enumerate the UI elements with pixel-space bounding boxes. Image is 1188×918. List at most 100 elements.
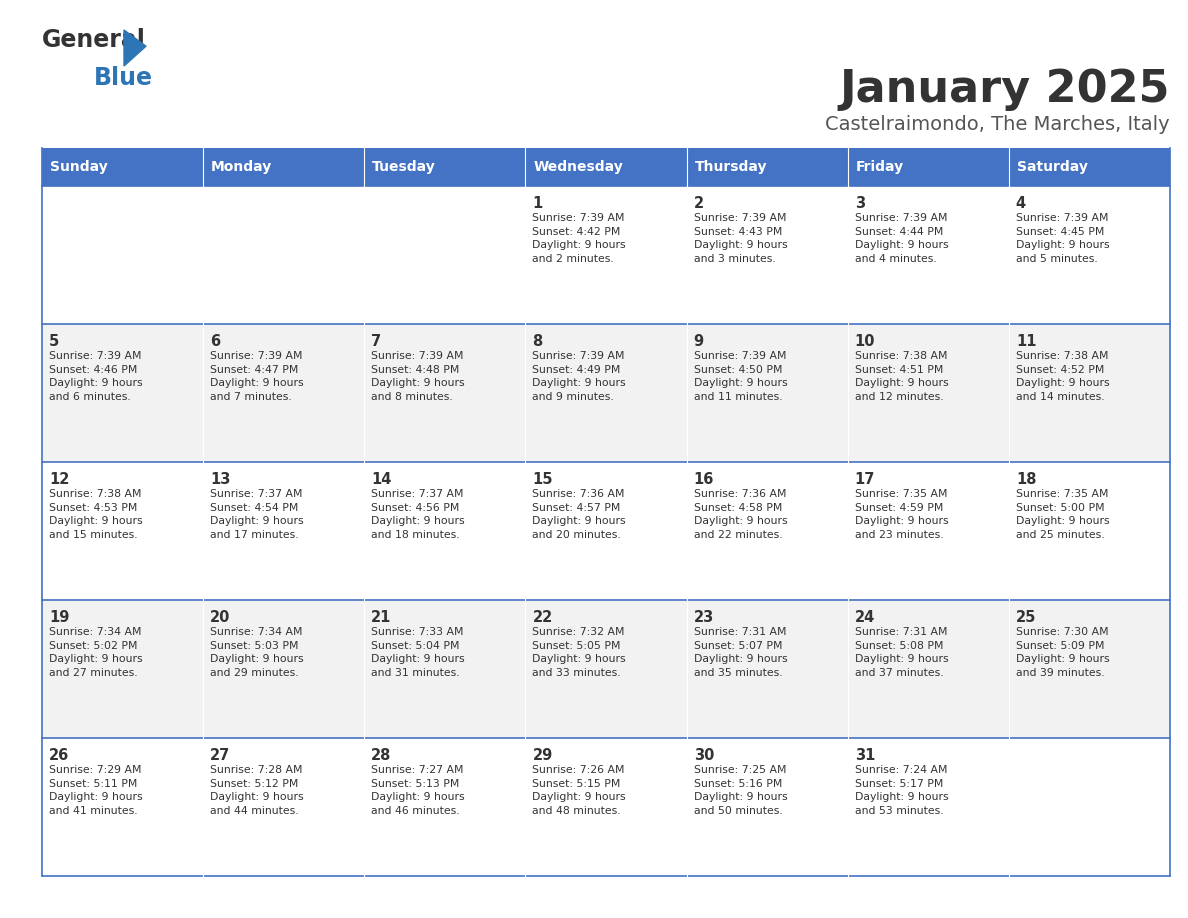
Text: 3: 3 bbox=[854, 196, 865, 211]
Bar bbox=[848, 462, 1009, 600]
Bar bbox=[525, 186, 687, 324]
Text: 15: 15 bbox=[532, 472, 552, 487]
Bar bbox=[687, 462, 848, 600]
Text: Sunrise: 7:36 AM
Sunset: 4:58 PM
Daylight: 9 hours
and 22 minutes.: Sunrise: 7:36 AM Sunset: 4:58 PM Dayligh… bbox=[694, 489, 788, 540]
Text: 17: 17 bbox=[854, 472, 876, 487]
Text: 1: 1 bbox=[532, 196, 543, 211]
Text: General: General bbox=[42, 28, 146, 52]
Text: Sunrise: 7:39 AM
Sunset: 4:42 PM
Daylight: 9 hours
and 2 minutes.: Sunrise: 7:39 AM Sunset: 4:42 PM Dayligh… bbox=[532, 213, 626, 263]
Bar bbox=[42, 462, 203, 600]
Text: Sunrise: 7:38 AM
Sunset: 4:53 PM
Daylight: 9 hours
and 15 minutes.: Sunrise: 7:38 AM Sunset: 4:53 PM Dayligh… bbox=[49, 489, 143, 540]
Bar bbox=[42, 600, 203, 738]
Text: Sunrise: 7:35 AM
Sunset: 5:00 PM
Daylight: 9 hours
and 25 minutes.: Sunrise: 7:35 AM Sunset: 5:00 PM Dayligh… bbox=[1016, 489, 1110, 540]
Bar bbox=[1009, 600, 1170, 738]
Text: 24: 24 bbox=[854, 610, 876, 625]
Bar bbox=[42, 148, 1170, 186]
Text: Sunrise: 7:39 AM
Sunset: 4:44 PM
Daylight: 9 hours
and 4 minutes.: Sunrise: 7:39 AM Sunset: 4:44 PM Dayligh… bbox=[854, 213, 948, 263]
Bar bbox=[42, 738, 203, 876]
Text: 23: 23 bbox=[694, 610, 714, 625]
Bar bbox=[1009, 324, 1170, 462]
Text: Tuesday: Tuesday bbox=[372, 160, 436, 174]
Text: Saturday: Saturday bbox=[1017, 160, 1088, 174]
Text: 6: 6 bbox=[210, 334, 220, 349]
Text: Sunrise: 7:36 AM
Sunset: 4:57 PM
Daylight: 9 hours
and 20 minutes.: Sunrise: 7:36 AM Sunset: 4:57 PM Dayligh… bbox=[532, 489, 626, 540]
Bar bbox=[525, 738, 687, 876]
Bar bbox=[365, 600, 525, 738]
Bar bbox=[848, 186, 1009, 324]
Text: Castelraimondo, The Marches, Italy: Castelraimondo, The Marches, Italy bbox=[826, 115, 1170, 134]
Text: Sunrise: 7:39 AM
Sunset: 4:49 PM
Daylight: 9 hours
and 9 minutes.: Sunrise: 7:39 AM Sunset: 4:49 PM Dayligh… bbox=[532, 351, 626, 402]
Text: Monday: Monday bbox=[211, 160, 272, 174]
Text: 4: 4 bbox=[1016, 196, 1026, 211]
Text: 30: 30 bbox=[694, 748, 714, 763]
Text: Sunrise: 7:29 AM
Sunset: 5:11 PM
Daylight: 9 hours
and 41 minutes.: Sunrise: 7:29 AM Sunset: 5:11 PM Dayligh… bbox=[49, 765, 143, 816]
Bar bbox=[848, 738, 1009, 876]
Text: 7: 7 bbox=[372, 334, 381, 349]
Text: 29: 29 bbox=[532, 748, 552, 763]
Bar bbox=[42, 324, 203, 462]
Text: Sunrise: 7:39 AM
Sunset: 4:45 PM
Daylight: 9 hours
and 5 minutes.: Sunrise: 7:39 AM Sunset: 4:45 PM Dayligh… bbox=[1016, 213, 1110, 263]
Text: Sunrise: 7:28 AM
Sunset: 5:12 PM
Daylight: 9 hours
and 44 minutes.: Sunrise: 7:28 AM Sunset: 5:12 PM Dayligh… bbox=[210, 765, 304, 816]
Polygon shape bbox=[124, 30, 146, 66]
Text: Blue: Blue bbox=[94, 66, 153, 90]
Text: Sunrise: 7:32 AM
Sunset: 5:05 PM
Daylight: 9 hours
and 33 minutes.: Sunrise: 7:32 AM Sunset: 5:05 PM Dayligh… bbox=[532, 627, 626, 677]
Text: Sunrise: 7:39 AM
Sunset: 4:47 PM
Daylight: 9 hours
and 7 minutes.: Sunrise: 7:39 AM Sunset: 4:47 PM Dayligh… bbox=[210, 351, 304, 402]
Bar bbox=[365, 462, 525, 600]
Bar bbox=[203, 738, 365, 876]
Text: Sunrise: 7:33 AM
Sunset: 5:04 PM
Daylight: 9 hours
and 31 minutes.: Sunrise: 7:33 AM Sunset: 5:04 PM Dayligh… bbox=[372, 627, 465, 677]
Bar bbox=[203, 462, 365, 600]
Bar bbox=[525, 324, 687, 462]
Text: 10: 10 bbox=[854, 334, 876, 349]
Bar bbox=[365, 324, 525, 462]
Text: Sunrise: 7:34 AM
Sunset: 5:03 PM
Daylight: 9 hours
and 29 minutes.: Sunrise: 7:34 AM Sunset: 5:03 PM Dayligh… bbox=[210, 627, 304, 677]
Bar bbox=[848, 600, 1009, 738]
Text: 20: 20 bbox=[210, 610, 230, 625]
Text: 22: 22 bbox=[532, 610, 552, 625]
Text: 12: 12 bbox=[49, 472, 69, 487]
Bar bbox=[1009, 462, 1170, 600]
Bar bbox=[365, 738, 525, 876]
Text: Sunrise: 7:31 AM
Sunset: 5:07 PM
Daylight: 9 hours
and 35 minutes.: Sunrise: 7:31 AM Sunset: 5:07 PM Dayligh… bbox=[694, 627, 788, 677]
Text: Sunrise: 7:37 AM
Sunset: 4:54 PM
Daylight: 9 hours
and 17 minutes.: Sunrise: 7:37 AM Sunset: 4:54 PM Dayligh… bbox=[210, 489, 304, 540]
Text: 26: 26 bbox=[49, 748, 69, 763]
Text: 9: 9 bbox=[694, 334, 703, 349]
Text: 31: 31 bbox=[854, 748, 876, 763]
Bar bbox=[203, 324, 365, 462]
Bar bbox=[848, 324, 1009, 462]
Text: Sunrise: 7:35 AM
Sunset: 4:59 PM
Daylight: 9 hours
and 23 minutes.: Sunrise: 7:35 AM Sunset: 4:59 PM Dayligh… bbox=[854, 489, 948, 540]
Text: 11: 11 bbox=[1016, 334, 1036, 349]
Text: Sunrise: 7:39 AM
Sunset: 4:46 PM
Daylight: 9 hours
and 6 minutes.: Sunrise: 7:39 AM Sunset: 4:46 PM Dayligh… bbox=[49, 351, 143, 402]
Bar bbox=[687, 738, 848, 876]
Bar bbox=[203, 186, 365, 324]
Text: Sunrise: 7:27 AM
Sunset: 5:13 PM
Daylight: 9 hours
and 46 minutes.: Sunrise: 7:27 AM Sunset: 5:13 PM Dayligh… bbox=[372, 765, 465, 816]
Text: Sunrise: 7:38 AM
Sunset: 4:51 PM
Daylight: 9 hours
and 12 minutes.: Sunrise: 7:38 AM Sunset: 4:51 PM Dayligh… bbox=[854, 351, 948, 402]
Text: Sunrise: 7:39 AM
Sunset: 4:48 PM
Daylight: 9 hours
and 8 minutes.: Sunrise: 7:39 AM Sunset: 4:48 PM Dayligh… bbox=[372, 351, 465, 402]
Bar bbox=[1009, 186, 1170, 324]
Text: Sunrise: 7:24 AM
Sunset: 5:17 PM
Daylight: 9 hours
and 53 minutes.: Sunrise: 7:24 AM Sunset: 5:17 PM Dayligh… bbox=[854, 765, 948, 816]
Text: Wednesday: Wednesday bbox=[533, 160, 624, 174]
Text: Sunrise: 7:30 AM
Sunset: 5:09 PM
Daylight: 9 hours
and 39 minutes.: Sunrise: 7:30 AM Sunset: 5:09 PM Dayligh… bbox=[1016, 627, 1110, 677]
Text: 16: 16 bbox=[694, 472, 714, 487]
Text: Sunrise: 7:38 AM
Sunset: 4:52 PM
Daylight: 9 hours
and 14 minutes.: Sunrise: 7:38 AM Sunset: 4:52 PM Dayligh… bbox=[1016, 351, 1110, 402]
Bar bbox=[687, 186, 848, 324]
Bar bbox=[687, 600, 848, 738]
Bar bbox=[203, 600, 365, 738]
Bar bbox=[365, 186, 525, 324]
Text: 13: 13 bbox=[210, 472, 230, 487]
Text: Sunday: Sunday bbox=[50, 160, 108, 174]
Text: 5: 5 bbox=[49, 334, 59, 349]
Text: Sunrise: 7:31 AM
Sunset: 5:08 PM
Daylight: 9 hours
and 37 minutes.: Sunrise: 7:31 AM Sunset: 5:08 PM Dayligh… bbox=[854, 627, 948, 677]
Bar bbox=[1009, 738, 1170, 876]
Text: 14: 14 bbox=[372, 472, 392, 487]
Text: Friday: Friday bbox=[855, 160, 904, 174]
Text: Sunrise: 7:26 AM
Sunset: 5:15 PM
Daylight: 9 hours
and 48 minutes.: Sunrise: 7:26 AM Sunset: 5:15 PM Dayligh… bbox=[532, 765, 626, 816]
Bar bbox=[525, 600, 687, 738]
Text: Sunrise: 7:25 AM
Sunset: 5:16 PM
Daylight: 9 hours
and 50 minutes.: Sunrise: 7:25 AM Sunset: 5:16 PM Dayligh… bbox=[694, 765, 788, 816]
Bar bbox=[687, 324, 848, 462]
Bar bbox=[525, 462, 687, 600]
Text: 21: 21 bbox=[372, 610, 392, 625]
Text: 18: 18 bbox=[1016, 472, 1036, 487]
Text: January 2025: January 2025 bbox=[840, 68, 1170, 111]
Text: Sunrise: 7:34 AM
Sunset: 5:02 PM
Daylight: 9 hours
and 27 minutes.: Sunrise: 7:34 AM Sunset: 5:02 PM Dayligh… bbox=[49, 627, 143, 677]
Text: 8: 8 bbox=[532, 334, 543, 349]
